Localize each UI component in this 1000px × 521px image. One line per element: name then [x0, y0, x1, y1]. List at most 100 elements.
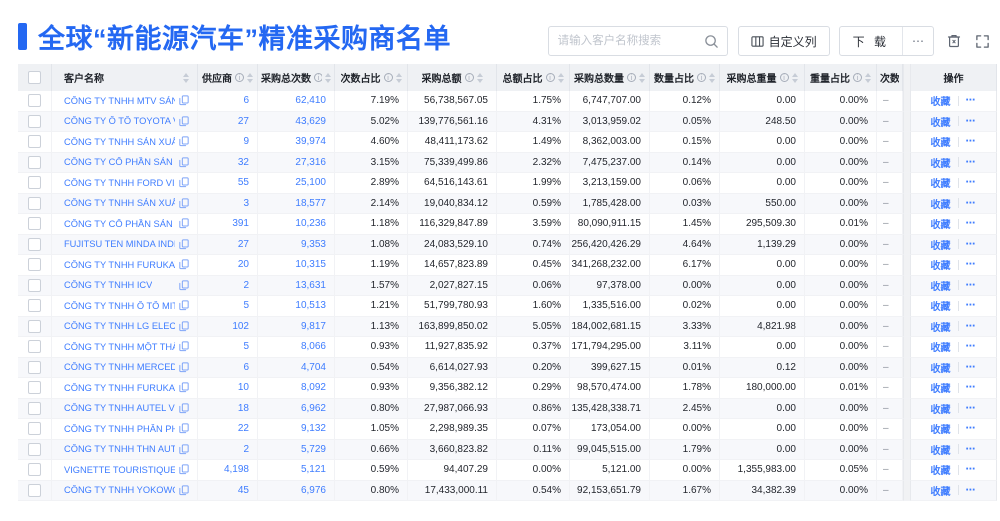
row-checkbox[interactable]	[28, 114, 41, 128]
favorite-button[interactable]: 收藏	[930, 445, 951, 457]
company-name-link[interactable]: VIGNETTE TOURISTIQUE G UNI...	[64, 464, 175, 475]
sort-icon[interactable]	[183, 72, 189, 83]
favorite-button[interactable]: 收藏	[930, 261, 951, 273]
favorite-button[interactable]: 收藏	[930, 220, 951, 232]
favorite-button[interactable]: 收藏	[930, 138, 951, 150]
row-more-actions-button[interactable]: ⋯	[965, 382, 977, 394]
row-checkbox[interactable]	[28, 442, 41, 456]
copy-icon[interactable]	[179, 116, 189, 127]
row-more-actions-button[interactable]: ⋯	[965, 197, 977, 209]
favorite-button[interactable]: 收藏	[930, 404, 951, 416]
copy-icon[interactable]	[179, 444, 189, 455]
company-name-link[interactable]: CÔNG TY TNHH YOKOWO VIỆT...	[64, 485, 175, 496]
select-all-checkbox[interactable]	[28, 71, 41, 84]
copy-icon[interactable]	[179, 341, 189, 352]
row-checkbox[interactable]	[28, 463, 41, 477]
favorite-button[interactable]: 收藏	[930, 179, 951, 191]
row-more-actions-button[interactable]: ⋯	[965, 279, 977, 291]
row-more-actions-button[interactable]: ⋯	[965, 484, 977, 496]
scrollbar-strip[interactable]	[903, 480, 911, 501]
download-button[interactable]: 下 载	[840, 27, 902, 55]
scrollbar-strip[interactable]	[903, 173, 911, 194]
row-more-actions-button[interactable]: ⋯	[965, 464, 977, 476]
company-name-link[interactable]: CÔNG TY TNHH THN AUTOPAR...	[64, 444, 175, 455]
sort-icon[interactable]	[557, 72, 564, 83]
company-name-link[interactable]: CÔNG TY TNHH MERCEDES–B...	[64, 362, 175, 373]
row-more-actions-button[interactable]: ⋯	[965, 402, 977, 414]
favorite-button[interactable]: 收藏	[930, 322, 951, 334]
row-more-actions-button[interactable]: ⋯	[965, 320, 977, 332]
company-name-link[interactable]: CÔNG TY TNHH SẢN XUẤT VÀ ...	[64, 198, 175, 209]
company-name-link[interactable]: CÔNG TY TNHH MTV SẢN XUẤ...	[64, 95, 175, 106]
more-options-button[interactable]: ⋯	[902, 27, 933, 55]
company-name-link[interactable]: CÔNG TY TNHH PHÂN PHỐI T...	[64, 423, 175, 434]
favorite-button[interactable]: 收藏	[930, 343, 951, 355]
favorite-button[interactable]: 收藏	[930, 363, 951, 375]
favorite-button[interactable]: 收藏	[930, 281, 951, 293]
copy-icon[interactable]	[179, 321, 189, 332]
company-name-link[interactable]: CÔNG TY TNHH AUTEL VIỆT N...	[64, 403, 175, 414]
sort-icon[interactable]	[709, 72, 715, 83]
scrollbar-strip[interactable]	[903, 111, 911, 132]
copy-icon[interactable]	[179, 136, 189, 147]
favorite-button[interactable]: 收藏	[930, 486, 951, 498]
row-checkbox[interactable]	[28, 258, 41, 272]
favorite-button[interactable]: 收藏	[930, 158, 951, 170]
scrollbar-strip[interactable]	[903, 152, 911, 173]
copy-icon[interactable]	[179, 95, 189, 106]
scrollbar-strip[interactable]	[903, 193, 911, 214]
row-checkbox[interactable]	[28, 94, 41, 108]
favorite-button[interactable]: 收藏	[930, 199, 951, 211]
company-name-link[interactable]: FUJITSU TEN MINDA INDIA PVT...	[64, 239, 175, 250]
row-more-actions-button[interactable]: ⋯	[965, 341, 977, 353]
copy-icon[interactable]	[179, 382, 189, 393]
company-name-link[interactable]: CÔNG TY CỔ PHẦN SẢN XUẤT...	[64, 218, 175, 229]
copy-icon[interactable]	[179, 198, 189, 209]
row-checkbox[interactable]	[28, 422, 41, 436]
row-more-actions-button[interactable]: ⋯	[965, 177, 977, 189]
row-checkbox[interactable]	[28, 196, 41, 210]
row-checkbox[interactable]	[28, 401, 41, 415]
company-name-link[interactable]: CÔNG TY TNHH FORD VIỆT NAM	[64, 177, 175, 188]
copy-icon[interactable]	[179, 218, 189, 229]
favorite-button[interactable]: 收藏	[930, 97, 951, 109]
row-more-actions-button[interactable]: ⋯	[965, 95, 977, 107]
sort-icon[interactable]	[476, 72, 483, 83]
scrollbar-strip[interactable]	[903, 255, 911, 276]
company-name-link[interactable]: CÔNG TY TNHH LG ELECTRON...	[64, 321, 175, 332]
row-checkbox[interactable]	[28, 278, 41, 292]
row-checkbox[interactable]	[28, 299, 41, 313]
row-checkbox[interactable]	[28, 340, 41, 354]
company-name-link[interactable]: CÔNG TY Ô TÔ TOYOTA VIỆT ...	[64, 116, 175, 127]
copy-icon[interactable]	[179, 259, 189, 270]
row-more-actions-button[interactable]: ⋯	[965, 136, 977, 148]
row-more-actions-button[interactable]: ⋯	[965, 300, 977, 312]
scrollbar-strip[interactable]	[903, 214, 911, 235]
search-icon[interactable]	[704, 34, 719, 49]
copy-icon[interactable]	[179, 177, 189, 188]
favorite-button[interactable]: 收藏	[930, 425, 951, 437]
row-more-actions-button[interactable]: ⋯	[965, 259, 977, 271]
row-more-actions-button[interactable]: ⋯	[965, 218, 977, 230]
row-checkbox[interactable]	[28, 237, 41, 251]
favorite-button[interactable]: 收藏	[930, 384, 951, 396]
copy-icon[interactable]	[179, 239, 189, 250]
trash-button[interactable]	[946, 33, 962, 49]
favorite-button[interactable]: 收藏	[930, 466, 951, 478]
company-name-link[interactable]: CÔNG TY TNHH ICV	[64, 280, 153, 291]
scrollbar-strip[interactable]	[903, 378, 911, 399]
scrollbar-strip[interactable]	[903, 419, 911, 440]
company-name-link[interactable]: CÔNG TY TNHH SẢN XUẤT VÀ ...	[64, 136, 175, 147]
fullscreen-button[interactable]	[975, 34, 990, 49]
row-checkbox[interactable]	[28, 360, 41, 374]
company-name-link[interactable]: CÔNG TY TNHH Ô TÔ MITSUBI...	[64, 300, 175, 311]
row-more-actions-button[interactable]: ⋯	[965, 361, 977, 373]
row-checkbox[interactable]	[28, 319, 41, 333]
scrollbar-strip[interactable]	[903, 91, 911, 112]
row-more-actions-button[interactable]: ⋯	[965, 443, 977, 455]
copy-icon[interactable]	[179, 485, 189, 496]
row-more-actions-button[interactable]: ⋯	[965, 115, 977, 127]
company-name-link[interactable]: CÔNG TY TNHH MỘT THÀNH V...	[64, 341, 175, 352]
favorite-button[interactable]: 收藏	[930, 240, 951, 252]
sort-icon[interactable]	[639, 72, 645, 83]
